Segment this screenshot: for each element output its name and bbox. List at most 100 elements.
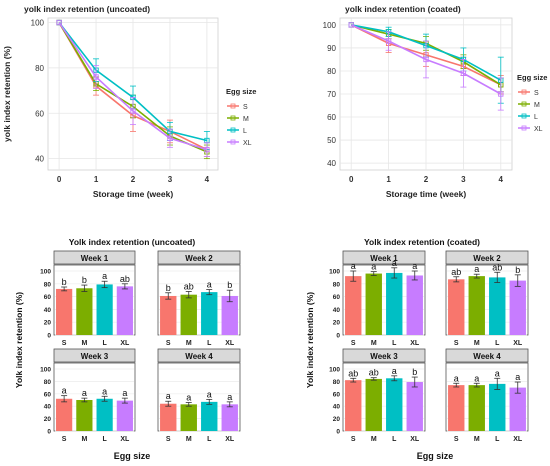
legend-label-S: S — [534, 90, 539, 97]
bar-S — [345, 276, 362, 335]
x-tick-label: 3 — [461, 175, 466, 184]
y-tick-label: 80 — [44, 281, 52, 288]
bar-L — [386, 272, 403, 335]
x-tick-label: L — [495, 436, 500, 443]
significance-letter: a — [454, 373, 459, 383]
x-tick-label: XL — [120, 340, 130, 347]
line-chart-line_uncoated: 40 60 80 100 0 1 2 3 4 yolk index retention (unco… — [2, 4, 256, 199]
x-axis-label: Egg size — [417, 451, 454, 461]
facet-panel: Week 1 0 20 40 60 80 100 b Sb Ma Lab XL — [40, 250, 136, 347]
data-point-XL — [423, 56, 429, 63]
data-point-XL — [167, 135, 173, 141]
significance-letter: a — [371, 262, 376, 272]
bar-XL — [116, 286, 133, 335]
y-tick-label: 60 — [35, 109, 44, 118]
bar-XL — [509, 387, 526, 431]
x-tick-label: 4 — [205, 175, 210, 184]
x-tick-label: M — [186, 436, 192, 443]
x-tick-label: M — [474, 340, 480, 347]
x-axis-label: Storage time (week) — [386, 189, 466, 199]
y-tick-label: 80 — [333, 379, 341, 386]
y-tick-label: 40 — [44, 404, 52, 411]
facet-strip-label: Week 3 — [370, 352, 398, 361]
x-tick-label: XL — [513, 436, 523, 443]
bar-XL — [509, 280, 526, 335]
facet-panel: Week 4 a Sa Ma La XL — [445, 348, 529, 443]
facet-strip-label: Week 1 — [370, 254, 398, 263]
data-point-XL — [56, 19, 62, 26]
legend-marker-S — [521, 89, 527, 95]
y-tick-label: 90 — [327, 44, 336, 53]
y-tick-label: 0 — [47, 429, 51, 436]
significance-letter: a — [122, 388, 127, 398]
legend-marker-XL — [521, 125, 527, 131]
x-tick-label: L — [392, 436, 397, 443]
x-tick-label: 0 — [349, 175, 354, 184]
y-tick-label: 40 — [327, 159, 336, 168]
bar-XL — [406, 275, 423, 335]
data-point-XL — [204, 146, 210, 153]
significance-letter: ab — [369, 368, 379, 378]
x-tick-label: L — [392, 340, 397, 347]
x-tick-label: L — [102, 436, 107, 443]
significance-letter: ab — [348, 368, 358, 378]
legend-marker-XL — [230, 139, 236, 145]
facet-strip-label: Week 4 — [185, 352, 213, 361]
x-axis-label: Egg size — [114, 451, 151, 461]
x-tick-label: XL — [410, 340, 420, 347]
bar-XL — [406, 382, 423, 431]
chart-title: Yolk index retention (coated) — [364, 237, 480, 247]
significance-letter: a — [515, 372, 520, 382]
significance-letter: a — [392, 258, 397, 268]
bar-S — [160, 295, 177, 335]
significance-letter: a — [412, 261, 417, 271]
y-tick-label: 100 — [329, 269, 340, 276]
y-tick-label: 100 — [323, 21, 337, 30]
x-tick-label: 2 — [131, 175, 136, 184]
y-tick-label: 60 — [333, 294, 341, 301]
x-tick-label: M — [371, 436, 377, 443]
bar-M — [468, 385, 485, 431]
y-tick-label: 100 — [329, 367, 340, 374]
significance-letter: a — [351, 261, 356, 271]
data-point-XL — [348, 22, 354, 28]
bar-L — [96, 284, 113, 335]
x-tick-label: 3 — [168, 175, 173, 184]
facet-strip-label: Week 1 — [81, 254, 109, 263]
x-tick-label: L — [495, 340, 500, 347]
x-tick-label: 4 — [499, 175, 504, 184]
facet-strip-label: Week 3 — [81, 352, 109, 361]
bar-M — [365, 273, 382, 335]
x-tick-label: S — [166, 436, 171, 443]
significance-letter: b — [227, 280, 232, 290]
facet-panel: Week 3 0 20 40 60 80 100 ab Sab Ma Lb XL — [329, 348, 426, 443]
bar-S — [56, 288, 73, 335]
y-tick-label: 40 — [35, 155, 44, 164]
x-tick-label: S — [62, 340, 67, 347]
bar-M — [180, 404, 197, 431]
bar-L — [96, 398, 113, 431]
bar-M — [76, 400, 93, 431]
y-tick-label: 80 — [327, 67, 336, 76]
chart-title: yolk index retention (uncoated) — [24, 4, 150, 14]
x-tick-label: S — [166, 340, 171, 347]
facet-strip — [157, 348, 241, 363]
legend-label-L: L — [243, 128, 247, 135]
bar-S — [345, 380, 362, 431]
significance-letter: a — [102, 271, 107, 281]
significance-letter: b — [515, 265, 520, 275]
significance-letter: ab — [120, 274, 130, 284]
bar-L — [386, 378, 403, 431]
chart-title: Yolk index retention (uncoated) — [69, 237, 196, 247]
x-tick-label: S — [454, 436, 459, 443]
bar-XL — [221, 404, 238, 431]
y-tick-label: 0 — [47, 333, 51, 340]
x-axis-label: Storage time (week) — [93, 189, 173, 199]
significance-letter: ab — [451, 267, 461, 277]
bar-S — [56, 398, 73, 431]
y-tick-label: 20 — [333, 416, 341, 423]
significance-letter: a — [186, 392, 191, 402]
chart-title: yolk index retention (coated) — [345, 4, 461, 14]
facet-strip-label: Week 2 — [473, 254, 501, 263]
